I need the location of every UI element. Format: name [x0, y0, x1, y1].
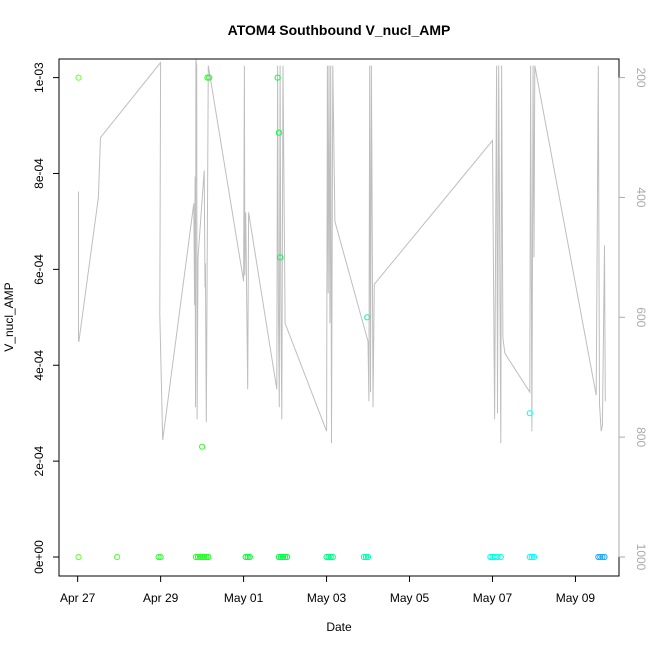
data-point: [362, 553, 370, 561]
series-line: [78, 59, 606, 444]
data-point: [491, 553, 498, 561]
x-axis-label: Date: [326, 620, 352, 634]
data-point: [282, 553, 289, 561]
y-tick-label: 4e-04: [32, 350, 46, 381]
y-tick-label: 2e-04: [32, 445, 46, 476]
right-tick-label: 1000: [634, 544, 648, 571]
data-point: [323, 553, 330, 561]
data-point: [204, 74, 211, 81]
data-point: [199, 443, 206, 450]
data-point: [277, 553, 284, 561]
y-tick-label: 0e+00: [32, 540, 46, 574]
x-tick-label: Apr 27: [60, 591, 96, 605]
data-point: [360, 553, 367, 561]
data-point: [279, 553, 287, 561]
data-point: [327, 553, 334, 561]
data-point: [528, 553, 536, 561]
y-tick-label: 6e-04: [32, 254, 46, 285]
data-point: [205, 553, 212, 561]
x-tick-label: May 05: [390, 591, 430, 605]
data-point: [246, 553, 253, 561]
data-point: [284, 553, 291, 561]
data-point: [526, 553, 533, 561]
data-point: [275, 129, 282, 136]
data-point: [157, 553, 164, 561]
data-point: [277, 254, 284, 261]
data-point: [530, 553, 538, 561]
data-point: [194, 553, 202, 561]
data-point: [199, 553, 206, 561]
x-tick-label: May 01: [224, 591, 264, 605]
data-point: [203, 553, 210, 561]
data-point: [329, 553, 336, 561]
data-point: [487, 553, 494, 561]
x-tick-label: May 09: [556, 591, 596, 605]
x-axis: Apr 27 Apr 29 May 01 May 03 May 05 May 07 May …: [60, 575, 596, 605]
data-point: [206, 74, 213, 81]
data-point: [201, 553, 208, 561]
data-point: [114, 553, 121, 561]
chart-title: ATOM4 Southbound V_nucl_AMP: [228, 22, 451, 38]
right-tick-label: 800: [634, 427, 648, 447]
data-point: [196, 553, 204, 561]
x-tick-label: Apr 29: [143, 591, 179, 605]
y-axis-label: V_nucl_AMP: [2, 282, 16, 351]
data-point: [601, 553, 608, 561]
right-axis: 200 400 600 800 1000: [618, 68, 648, 571]
y-tick-label: 1e-03: [32, 62, 46, 93]
right-tick-label: 600: [634, 307, 648, 327]
data-point: [497, 553, 504, 561]
data-point: [75, 74, 82, 81]
data-point: [599, 553, 606, 561]
data-point: [75, 553, 82, 561]
data-point: [595, 553, 602, 561]
data-point: [526, 410, 533, 417]
y-tick-label: 8e-04: [32, 158, 46, 189]
x-tick-label: May 07: [473, 591, 513, 605]
data-point: [494, 553, 501, 561]
data-point: [364, 314, 371, 321]
data-point: [364, 553, 372, 561]
data-point: [244, 553, 251, 561]
data-point: [274, 74, 281, 81]
time-series-line-layer: [78, 59, 606, 444]
data-point: [155, 553, 162, 561]
y-axis: 0e+00 2e-04 4e-04 6e-04 8e-04 1e-03: [32, 62, 60, 574]
right-tick-label: 200: [634, 68, 648, 88]
data-point: [275, 553, 282, 561]
data-point: [597, 553, 604, 561]
right-tick-label: 400: [634, 187, 648, 207]
data-point: [325, 553, 332, 561]
data-point: [192, 553, 199, 561]
data-point: [242, 553, 249, 561]
scatter-points-layer: [75, 74, 608, 561]
x-tick-label: May 03: [307, 591, 347, 605]
